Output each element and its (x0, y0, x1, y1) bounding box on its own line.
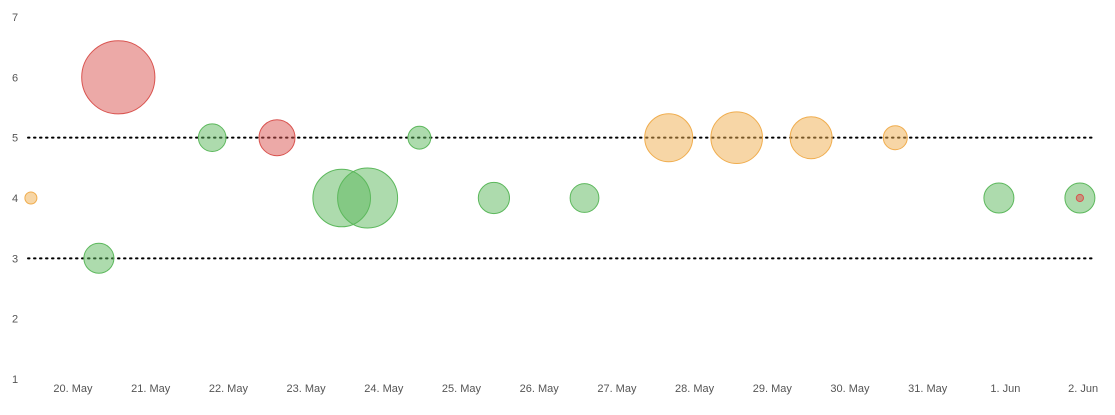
x-tick-label: 30. May (830, 383, 870, 395)
y-tick-label: 2 (12, 314, 18, 326)
x-tick-label: 2. Jun (1068, 383, 1098, 395)
x-tick-label: 28. May (675, 383, 715, 395)
x-tick-label: 23. May (287, 383, 327, 395)
bubble-point-11[interactable] (710, 111, 764, 164)
y-tick-label: 3 (12, 253, 18, 265)
x-tick-label: 20. May (53, 383, 93, 395)
bubble-point-14[interactable] (983, 182, 1015, 214)
y-tick-label: 4 (12, 193, 18, 205)
x-tick-label: 26. May (520, 383, 560, 395)
x-tick-label: 29. May (753, 383, 793, 395)
y-tick-label: 5 (12, 133, 18, 145)
bubble-point-2[interactable] (81, 40, 156, 115)
bubble-series (24, 40, 1096, 274)
bubble-point-16[interactable] (1075, 193, 1085, 203)
y-tick-label: 6 (12, 72, 18, 84)
bubble-point-10[interactable] (644, 113, 694, 163)
bubble-point-6[interactable] (337, 167, 399, 229)
x-tick-label: 21. May (131, 383, 171, 395)
bubble-point-1[interactable] (83, 242, 115, 274)
x-tick-label: 25. May (442, 383, 482, 395)
bubble-point-8[interactable] (477, 181, 510, 215)
y-tick-label: 7 (12, 12, 18, 24)
reference-lines (27, 136, 1093, 260)
x-tick-label: 22. May (209, 383, 249, 395)
bubble-point-3[interactable] (197, 123, 227, 152)
bubble-point-4[interactable] (258, 119, 296, 157)
x-tick-label: 1. Jun (990, 383, 1020, 395)
bubble-point-12[interactable] (789, 116, 833, 160)
x-axis-ticks: 20. May 21. May 22. May 23. May 24. May 25. M… (53, 383, 1098, 395)
bubble-point-7[interactable] (407, 125, 432, 150)
y-tick-label: 1 (12, 374, 18, 386)
x-tick-label: 24. May (364, 383, 404, 395)
bubble-point-0[interactable] (24, 191, 38, 205)
x-tick-label: 31. May (908, 383, 948, 395)
y-axis-ticks: 1 2 3 4 5 6 7 (12, 12, 18, 386)
x-tick-label: 27. May (597, 383, 637, 395)
bubble-point-13[interactable] (882, 125, 908, 151)
bubble-point-9[interactable] (569, 183, 600, 213)
